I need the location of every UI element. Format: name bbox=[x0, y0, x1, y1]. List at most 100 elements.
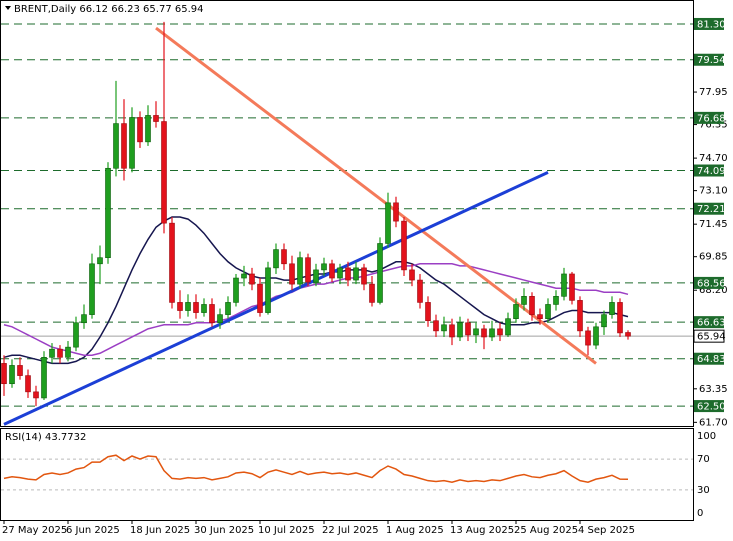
candle-body bbox=[321, 263, 327, 271]
candle-body bbox=[217, 314, 223, 324]
candle-body bbox=[433, 320, 439, 332]
last-close: 65.94 bbox=[175, 4, 204, 15]
candle-body bbox=[521, 296, 527, 305]
rsi-last: 43.7732 bbox=[45, 432, 86, 443]
candle-body bbox=[561, 273, 567, 297]
x-tick-label: 13 Aug 2025 bbox=[450, 525, 514, 536]
level-label-box bbox=[694, 352, 724, 365]
candle-body bbox=[185, 302, 191, 311]
y-tick-label: 63.35 bbox=[699, 384, 728, 395]
last-high: 66.23 bbox=[111, 4, 140, 15]
level-label: 62.50 bbox=[697, 402, 726, 413]
x-tick-label: 4 Sep 2025 bbox=[578, 525, 635, 536]
rsi-label: RSI(14) bbox=[5, 432, 42, 443]
candle-body bbox=[337, 267, 343, 279]
candle-body bbox=[273, 249, 279, 269]
candle-body bbox=[305, 257, 311, 283]
candle-body bbox=[609, 302, 615, 315]
trendline bbox=[3, 170, 549, 426]
y-tick-label: 69.85 bbox=[699, 252, 728, 263]
candle-body bbox=[377, 243, 383, 303]
candle-body bbox=[97, 257, 103, 265]
candle-body bbox=[417, 279, 423, 303]
candle-body bbox=[513, 304, 519, 319]
y-tick-label: 76.35 bbox=[699, 120, 728, 131]
level-label-box bbox=[694, 53, 724, 66]
level-label: 64.83 bbox=[697, 354, 726, 365]
candle-body bbox=[481, 328, 487, 338]
candle-body bbox=[577, 300, 583, 332]
candle-body bbox=[393, 202, 399, 222]
candle-body bbox=[177, 302, 183, 311]
level-label-box bbox=[694, 400, 724, 413]
candle-body bbox=[41, 357, 47, 399]
x-tick-label: 18 Jun 2025 bbox=[130, 525, 190, 536]
x-tick-label: 27 May 2025 bbox=[2, 525, 67, 536]
level-label: 76.68 bbox=[697, 113, 726, 124]
candle-body bbox=[457, 322, 463, 338]
candle-body bbox=[209, 304, 215, 324]
candle-body bbox=[265, 267, 271, 313]
candle-body bbox=[233, 277, 239, 303]
x-tick-label: 30 Jun 2025 bbox=[194, 525, 254, 536]
candle-body bbox=[353, 267, 359, 281]
candle-body bbox=[289, 263, 295, 285]
candle-body bbox=[465, 322, 471, 336]
level-label: 79.54 bbox=[697, 55, 726, 66]
level-label: 81.30 bbox=[697, 19, 726, 30]
level-label-box bbox=[694, 111, 724, 124]
x-tick-label: 25 Aug 2025 bbox=[514, 525, 578, 536]
candle-body bbox=[545, 304, 551, 319]
main-panel-frame bbox=[0, 0, 694, 427]
level-label: 68.56 bbox=[697, 278, 726, 289]
rsi-line bbox=[3, 454, 629, 483]
y-tick-label: 71.45 bbox=[699, 219, 728, 230]
candle-body bbox=[489, 328, 495, 338]
candle-body bbox=[281, 249, 287, 265]
candle-body bbox=[65, 346, 71, 358]
x-tick-label: 10 Jul 2025 bbox=[258, 525, 315, 536]
candle-body bbox=[257, 283, 263, 313]
candle-body bbox=[473, 328, 479, 336]
level-label: 66.63 bbox=[697, 318, 726, 329]
y-tick-label: 68.20 bbox=[699, 285, 728, 296]
rsi-header: RSI(14) 43.7732 bbox=[5, 432, 86, 443]
header: BRENT,Daily 66.12 66.23 65.77 65.94 bbox=[14, 4, 204, 15]
candle-body bbox=[49, 348, 55, 358]
candle-body bbox=[409, 269, 415, 281]
x-tick-label: 1 Aug 2025 bbox=[386, 525, 444, 536]
rsi-tick-label: 30 bbox=[697, 485, 710, 496]
candle-body bbox=[297, 257, 303, 285]
candle-body bbox=[33, 391, 39, 399]
last-low: 65.77 bbox=[143, 4, 172, 15]
candle-body bbox=[449, 324, 455, 338]
candle-body bbox=[593, 326, 599, 346]
candle-body bbox=[601, 314, 607, 328]
candle-body bbox=[193, 302, 199, 313]
level-label-box bbox=[694, 276, 724, 289]
candle-body bbox=[313, 269, 319, 283]
current-price-box bbox=[693, 329, 725, 343]
candle-body bbox=[81, 314, 87, 324]
x-tick-label: 6 Jun 2025 bbox=[66, 525, 120, 536]
level-label-box bbox=[694, 316, 724, 329]
candle-body bbox=[441, 324, 447, 332]
candle-body bbox=[401, 220, 407, 271]
candle-body bbox=[145, 115, 151, 143]
candle-body bbox=[1, 363, 7, 385]
candle-body bbox=[385, 202, 391, 244]
candle-body bbox=[625, 332, 631, 337]
axis-layer: 77.95 76.35 74.70 73.10 71.45 69.85 68.20 63.35… bbox=[2, 17, 728, 536]
candle-body bbox=[249, 273, 255, 285]
header-arrow bbox=[5, 6, 11, 10]
candle-body bbox=[121, 123, 127, 169]
trendline bbox=[155, 26, 597, 365]
candle-body bbox=[225, 302, 231, 315]
rsi-tick-label: 70 bbox=[697, 454, 710, 465]
symbol: BRENT,Daily bbox=[14, 4, 76, 15]
current-price-label: 65.94 bbox=[697, 332, 726, 343]
y-tick-label: 61.70 bbox=[699, 417, 728, 428]
candle-body bbox=[329, 263, 335, 279]
candle-body bbox=[129, 117, 135, 169]
